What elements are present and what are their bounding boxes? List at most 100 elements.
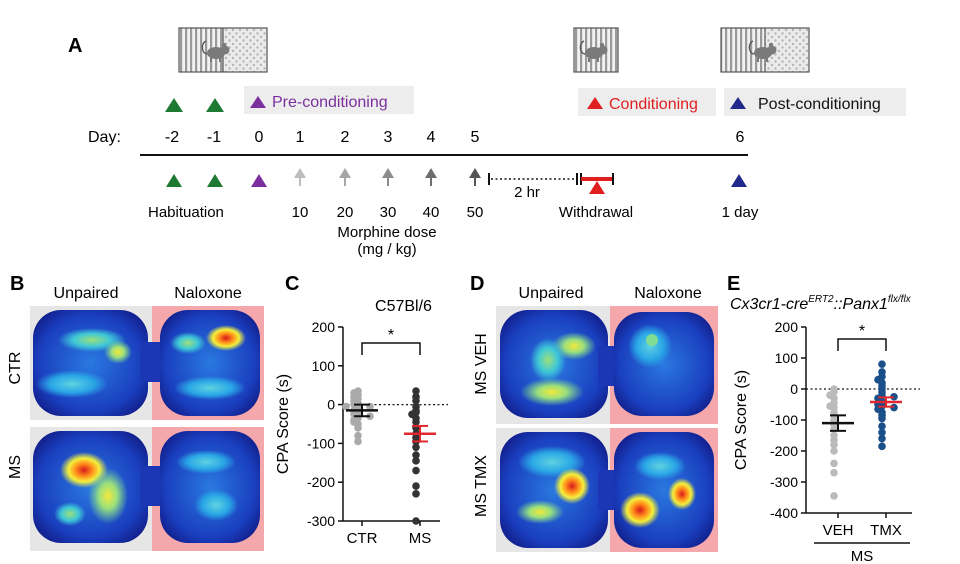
significance-star: * xyxy=(388,327,394,344)
group-label: MS xyxy=(851,548,874,564)
dose-labels: 10 20 30 40 50 xyxy=(292,204,484,221)
habituation-label: Habituation xyxy=(148,204,224,221)
morphine-arrow-icon xyxy=(294,168,306,186)
y-tick-label: -100 xyxy=(770,412,798,428)
chart-e: 200 100 0 -100 -200 -300 -400 CPA Score (s) VEH T… xyxy=(733,319,920,564)
significance-bracket xyxy=(837,338,887,351)
panel-e-title-sup2: flx/flx xyxy=(888,294,912,305)
two-hr-label: 2 hr xyxy=(514,184,540,201)
heatmap-ms-veh xyxy=(496,306,718,424)
pre-conditioning-day-triangle-icon xyxy=(251,174,267,187)
conditioning-legend-bg xyxy=(578,88,716,116)
conditioning-label: Conditioning xyxy=(609,96,698,113)
data-point xyxy=(412,457,420,465)
x-tick-label: TMX xyxy=(870,522,902,539)
morphine-arrow-icon xyxy=(469,168,481,186)
y-axis-label: CPA Score (s) xyxy=(275,374,292,474)
data-point xyxy=(878,422,886,431)
data-point xyxy=(878,428,886,437)
panel-d-label: D xyxy=(470,273,484,295)
panel-d-col-naloxone: Naloxone xyxy=(634,285,702,302)
panel-b-col-unpaired: Unpaired xyxy=(54,285,119,302)
data-point xyxy=(878,360,886,369)
habituation-triangle-icon xyxy=(165,98,183,112)
significance-bracket xyxy=(361,342,421,355)
day-tick-label: 6 xyxy=(736,129,745,146)
data-point xyxy=(342,402,350,411)
data-point xyxy=(826,391,834,400)
data-point xyxy=(412,451,420,459)
data-point xyxy=(354,437,362,446)
withdrawal-label: Withdrawal xyxy=(559,204,633,221)
dose-tick-label: 30 xyxy=(380,204,397,221)
dose-tick-label: 50 xyxy=(467,204,484,221)
panel-d-row-ms-tmx: MS TMX xyxy=(473,455,490,517)
panel-c-label: C xyxy=(285,273,299,295)
panel-e-label: E xyxy=(727,273,740,295)
dose-tick-label: 10 xyxy=(292,204,309,221)
panel-d-col-unpaired: Unpaired xyxy=(519,285,584,302)
morphine-arrow-icon xyxy=(425,168,437,186)
y-tick-label: -200 xyxy=(307,474,335,490)
data-point xyxy=(412,466,420,475)
panel-b-label: B xyxy=(10,273,24,295)
y-tick-label: -300 xyxy=(770,474,798,490)
data-point xyxy=(412,490,420,498)
data-point xyxy=(412,396,420,405)
data-point xyxy=(408,410,416,419)
pre-conditioning-label: Pre-conditioning xyxy=(272,94,388,111)
y-tick-label: 0 xyxy=(327,397,335,413)
data-point xyxy=(350,389,358,397)
data-point xyxy=(878,434,886,443)
day-tick-label: 5 xyxy=(471,129,480,146)
habituation-day-triangle-icon xyxy=(207,174,223,187)
day-tick-label: 1 xyxy=(296,129,305,146)
conditioning-chamber-icon xyxy=(573,27,619,73)
data-point xyxy=(354,431,362,440)
data-point xyxy=(412,387,420,395)
heatmap-ctr xyxy=(30,306,264,420)
habituation-triangle-icon xyxy=(206,98,224,112)
data-point xyxy=(826,402,834,410)
data-point xyxy=(354,424,362,432)
data-point xyxy=(412,517,420,525)
data-point xyxy=(830,492,838,500)
day-tick-label: -2 xyxy=(165,129,179,146)
panel-e-title-main: Cx3cr1-cre xyxy=(730,296,808,313)
y-tick-label: 100 xyxy=(312,358,336,374)
pre-conditioning-triangle-icon xyxy=(250,96,266,108)
data-point xyxy=(412,443,420,452)
morphine-arrow-icon xyxy=(382,168,394,186)
panel-b-col-naloxone: Naloxone xyxy=(174,285,242,302)
withdrawal-triangle-icon xyxy=(589,181,605,194)
one-day-label: 1 day xyxy=(722,204,759,221)
x-tick-label: MS xyxy=(409,530,432,547)
y-tick-label: -400 xyxy=(770,505,798,521)
y-axis-label: CPA Score (s) xyxy=(733,370,750,470)
heatmap-ms xyxy=(30,427,264,551)
data-point xyxy=(350,418,358,426)
data-point xyxy=(830,459,838,468)
pre-conditioning-legend-bg xyxy=(244,86,414,114)
day-tick-label: 4 xyxy=(427,129,436,146)
y-tick-label: -100 xyxy=(307,435,335,451)
dose-tick-label: 40 xyxy=(423,204,440,221)
significance-star: * xyxy=(859,323,865,340)
data-point xyxy=(830,447,838,455)
day-labels: -2 -1 0 1 2 3 4 5 6 xyxy=(165,129,745,146)
x-tick-label: VEH xyxy=(823,522,854,539)
panel-a-label: A xyxy=(68,35,82,57)
morphine-dose-units: (mg / kg) xyxy=(357,241,416,258)
habituation-chamber-icon xyxy=(178,27,268,73)
data-point xyxy=(412,482,420,490)
y-tick-label: 0 xyxy=(790,381,798,397)
panel-e-title-mid: ::Panx1 xyxy=(834,296,888,313)
chart-c: C57Bl/6 200 100 0 -100 -200 -300 CPA Score (s) C… xyxy=(275,298,448,547)
day-tick-label: 3 xyxy=(384,129,393,146)
conditioning-triangle-icon xyxy=(587,97,603,109)
panel-d-row-ms-veh: MS VEH xyxy=(473,333,490,394)
panel-e-title: Cx3cr1-creERT2::Panx1flx/flx xyxy=(730,294,912,313)
habituation-day-triangle-icon xyxy=(166,174,182,187)
data-point xyxy=(830,441,838,449)
